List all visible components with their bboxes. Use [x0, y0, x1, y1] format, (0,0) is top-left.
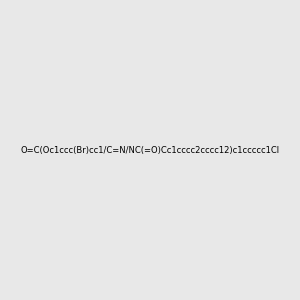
Text: O=C(Oc1ccc(Br)cc1/C=N/NC(=O)Cc1cccc2cccc12)c1ccccc1Cl: O=C(Oc1ccc(Br)cc1/C=N/NC(=O)Cc1cccc2cccc…: [20, 146, 280, 154]
